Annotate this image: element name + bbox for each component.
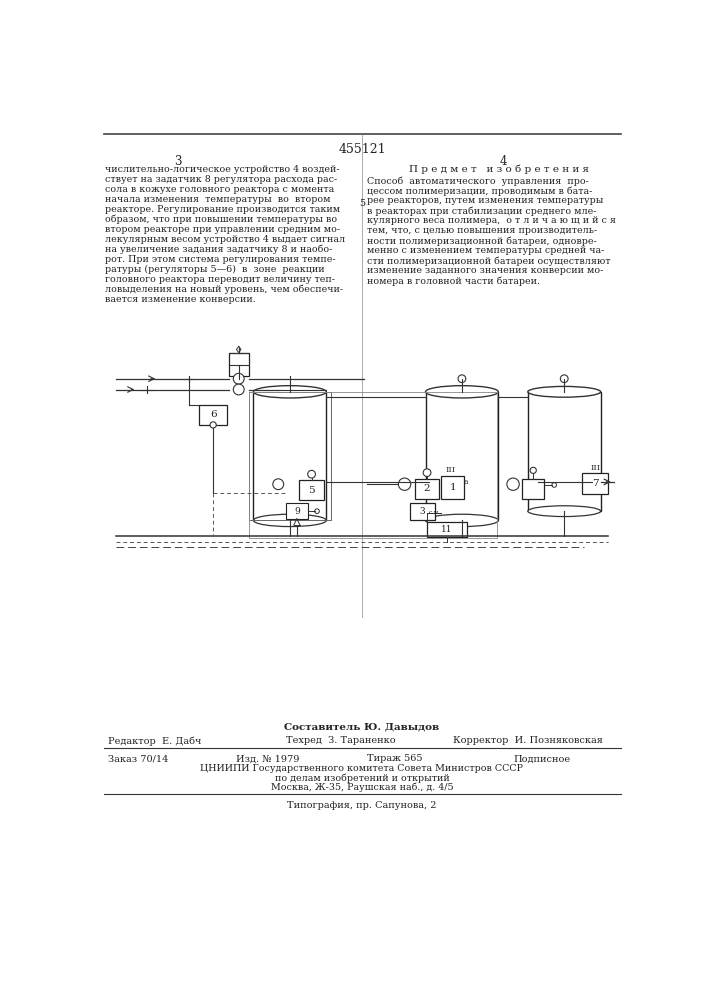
Text: изменение заданного значения конверсии мо-: изменение заданного значения конверсии м… bbox=[368, 266, 604, 275]
Text: 2: 2 bbox=[423, 484, 431, 493]
Circle shape bbox=[552, 483, 556, 487]
Text: числительно-логическое устройство 4 воздей-: числительно-логическое устройство 4 возд… bbox=[105, 165, 340, 174]
Text: номера в головной части батареи.: номера в головной части батареи. bbox=[368, 276, 540, 286]
Text: Изд. № 1979: Изд. № 1979 bbox=[235, 754, 299, 763]
Text: втором реакторе при управлении средним мо-: втором реакторе при управлении средним м… bbox=[105, 225, 341, 234]
Ellipse shape bbox=[253, 386, 327, 398]
Text: П р е д м е т   и з о б р е т е н и я: П р е д м е т и з о б р е т е н и я bbox=[409, 165, 589, 174]
Text: c.м.: c.м. bbox=[428, 510, 441, 515]
Bar bbox=[416, 479, 438, 499]
Text: лекулярным весом устройство 4 выдает сигнал: лекулярным весом устройство 4 выдает сиг… bbox=[105, 235, 346, 244]
Bar bbox=[426, 392, 498, 520]
Bar bbox=[441, 476, 464, 499]
Bar bbox=[427, 522, 467, 537]
Text: III: III bbox=[446, 466, 456, 474]
Circle shape bbox=[561, 375, 568, 383]
Bar bbox=[253, 392, 327, 520]
Text: Подписное: Подписное bbox=[513, 754, 571, 763]
Circle shape bbox=[233, 373, 244, 384]
Text: ствует на задатчик 8 регулятора расхода рас-: ствует на задатчик 8 регулятора расхода … bbox=[105, 175, 338, 184]
Text: кулярного веса полимера,  о т л и ч а ю щ и й с я: кулярного веса полимера, о т л и ч а ю щ… bbox=[368, 216, 617, 225]
Text: ратуры (регуляторы 5—6)  в  зоне  реакции: ратуры (регуляторы 5—6) в зоне реакции bbox=[105, 265, 325, 274]
Text: Редактор  Е. Дабч: Редактор Е. Дабч bbox=[107, 736, 201, 746]
Text: 5: 5 bbox=[308, 486, 315, 495]
Ellipse shape bbox=[528, 506, 601, 517]
Text: 5: 5 bbox=[359, 199, 365, 208]
Bar bbox=[410, 503, 435, 520]
Bar bbox=[582, 473, 609, 494]
Bar bbox=[228, 353, 249, 376]
Text: Корректор  И. Позняковская: Корректор И. Позняковская bbox=[452, 736, 602, 745]
Ellipse shape bbox=[426, 514, 498, 527]
Circle shape bbox=[423, 469, 431, 477]
Ellipse shape bbox=[253, 514, 327, 527]
Circle shape bbox=[530, 467, 537, 473]
Text: Заказ 70/14: Заказ 70/14 bbox=[107, 754, 168, 763]
Text: 1: 1 bbox=[450, 483, 456, 492]
Text: головного реактора переводит величину теп-: головного реактора переводит величину те… bbox=[105, 275, 335, 284]
Text: a: a bbox=[464, 478, 468, 486]
Bar bbox=[199, 405, 227, 425]
Text: 7: 7 bbox=[592, 479, 599, 488]
Text: рее реакторов, путем изменения температуры: рее реакторов, путем изменения температу… bbox=[368, 196, 604, 205]
Text: Тираж 565: Тираж 565 bbox=[368, 754, 423, 763]
Text: цессом полимеризации, проводимым в бата-: цессом полимеризации, проводимым в бата- bbox=[368, 186, 592, 196]
Text: 4: 4 bbox=[499, 155, 507, 168]
Circle shape bbox=[458, 375, 466, 383]
Text: Способ  автоматического  управления  про-: Способ автоматического управления про- bbox=[368, 176, 589, 186]
Bar bbox=[249, 392, 497, 538]
Text: в реакторах при стабилизации среднего мле-: в реакторах при стабилизации среднего мл… bbox=[368, 206, 597, 216]
Text: менно с изменением температуры средней ча-: менно с изменением температуры средней ч… bbox=[368, 246, 604, 255]
Text: рот. При этом система регулирования темпе-: рот. При этом система регулирования темп… bbox=[105, 255, 336, 264]
Circle shape bbox=[315, 509, 320, 513]
Text: тем, что, с целью повышения производитель-: тем, что, с целью повышения производител… bbox=[368, 226, 597, 235]
Text: на увеличение задания задатчику 8 и наобо-: на увеличение задания задатчику 8 и наоб… bbox=[105, 245, 333, 254]
Bar bbox=[299, 480, 324, 500]
Text: 6: 6 bbox=[210, 410, 216, 419]
Ellipse shape bbox=[528, 386, 601, 397]
Text: сола в кожухе головного реактора с момента: сола в кожухе головного реактора с момен… bbox=[105, 185, 334, 194]
Circle shape bbox=[273, 479, 284, 490]
Text: вается изменение конверсии.: вается изменение конверсии. bbox=[105, 295, 256, 304]
Text: Москва, Ж-35, Раушская наб., д. 4/5: Москва, Ж-35, Раушская наб., д. 4/5 bbox=[271, 783, 453, 792]
Circle shape bbox=[507, 478, 519, 490]
Circle shape bbox=[398, 478, 411, 490]
Bar bbox=[249, 392, 331, 520]
Bar bbox=[286, 503, 308, 519]
Circle shape bbox=[210, 422, 216, 428]
Text: III: III bbox=[590, 464, 600, 472]
Text: ловыделения на новый уровень, чем обеспечи-: ловыделения на новый уровень, чем обеспе… bbox=[105, 285, 344, 294]
Text: 11: 11 bbox=[441, 525, 453, 534]
Text: 455121: 455121 bbox=[338, 143, 386, 156]
Text: по делам изобретений и открытий: по делам изобретений и открытий bbox=[274, 774, 450, 783]
Text: Техред  З. Тараненко: Техред З. Тараненко bbox=[286, 736, 396, 745]
Text: Составитель Ю. Давыдов: Составитель Ю. Давыдов bbox=[284, 722, 440, 731]
Ellipse shape bbox=[426, 386, 498, 398]
Text: реакторе. Регулирование производится таким: реакторе. Регулирование производится так… bbox=[105, 205, 341, 214]
Text: начала изменения  температуры  во  втором: начала изменения температуры во втором bbox=[105, 195, 331, 204]
Text: 3: 3 bbox=[174, 155, 181, 168]
Text: ности полимеризационной батареи, одновре-: ности полимеризационной батареи, одновре… bbox=[368, 236, 597, 246]
Text: 3: 3 bbox=[419, 507, 425, 516]
Text: Типография, пр. Сапунова, 2: Типография, пр. Сапунова, 2 bbox=[287, 801, 437, 810]
Circle shape bbox=[233, 384, 244, 395]
Text: образом, что при повышении температуры во: образом, что при повышении температуры в… bbox=[105, 215, 337, 224]
Bar bbox=[522, 479, 544, 499]
Text: 9: 9 bbox=[294, 507, 300, 516]
Bar bbox=[528, 392, 601, 511]
Text: сти полимеризационной батареи осуществляют: сти полимеризационной батареи осуществля… bbox=[368, 256, 611, 266]
Circle shape bbox=[308, 470, 315, 478]
Text: ЦНИИПИ Государственного комитета Совета Министров СССР: ЦНИИПИ Государственного комитета Совета … bbox=[201, 764, 523, 773]
